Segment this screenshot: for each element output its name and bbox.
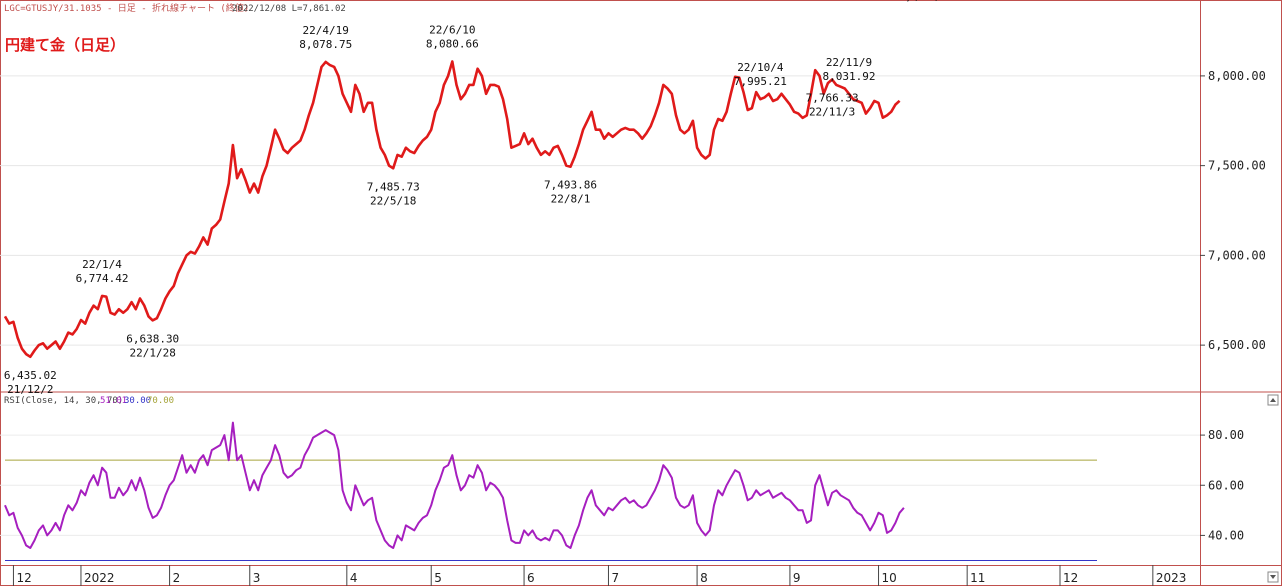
annotation-line-2: 8,031.92 xyxy=(823,70,876,83)
rsi-reference-lines xyxy=(5,459,1097,561)
annotation-line-2: 21/12/2 xyxy=(7,383,53,396)
xaxis-tick-label: 9 xyxy=(793,571,801,585)
annotation-line-2: 22/12/2 xyxy=(902,0,948,3)
rsi-value-upper: 70.00 xyxy=(147,396,174,406)
rsi-yaxis: 40.00 60.00 80.00 xyxy=(1200,428,1244,542)
xaxis-tick-label: 11 xyxy=(970,571,985,585)
xaxis: 12 2022 2 3 4 5 6 7 8 9 10 11 12 2023 xyxy=(12,565,1187,586)
annotation-line-1: 22/4/19 xyxy=(303,24,349,37)
annotation-line-1: 6,638.30 xyxy=(126,332,179,345)
rsi-tick-label: 80.00 xyxy=(1208,428,1244,442)
annotation-line-1: 7,493.86 xyxy=(544,179,597,192)
price-tick-label: 7,500.00 xyxy=(1208,159,1266,173)
annotation-line-2: 22/8/1 xyxy=(551,193,591,206)
annotation-line-1: 7,767.34 xyxy=(898,0,951,3)
xaxis-tick-label: 12 xyxy=(1063,571,1078,585)
annotation-line-1: 22/1/4 xyxy=(82,258,122,271)
xaxis-tick-label: 5 xyxy=(434,571,442,585)
rsi-gridlines xyxy=(0,434,1200,536)
rsi-value-current: 51.01 xyxy=(100,396,127,406)
price-tick-label: 8,000.00 xyxy=(1208,69,1266,83)
date-line: 2022/12/08 L=7,861.02 xyxy=(232,4,346,14)
annotation-line-2: 22/5/18 xyxy=(370,194,416,207)
rsi-series-line xyxy=(4,421,905,549)
price-tick-label: 7,000.00 xyxy=(1208,248,1266,262)
annotation-line-1: 22/11/9 xyxy=(826,56,872,69)
annotation-line-1: 7,766.33 xyxy=(806,91,859,104)
annotation-line-2: 22/11/3 xyxy=(809,105,855,118)
xaxis-tick-label: 12 xyxy=(16,571,31,585)
xaxis-tick-label: 7 xyxy=(611,571,619,585)
annotation-line-2: 6,774.42 xyxy=(76,272,129,285)
arrow-down-icon xyxy=(1270,575,1276,579)
xaxis-tick-label: 8 xyxy=(700,571,708,585)
symbol-line: LGC=GTUSJY/31.1035 - 日足 - 折れ線チャート (終値) xyxy=(4,2,249,14)
annotation-line-1: 22/10/4 xyxy=(737,61,784,74)
scroll-down-button[interactable] xyxy=(1267,571,1279,583)
price-yaxis: 6,500.00 7,000.00 7,500.00 8,000.00 xyxy=(1200,69,1266,352)
rsi-tick-label: 40.00 xyxy=(1208,528,1244,542)
scroll-up-button[interactable] xyxy=(1267,394,1279,406)
xaxis-tick-label: 3 xyxy=(253,571,261,585)
price-gridlines xyxy=(0,75,1200,346)
xaxis-tick-label: 4 xyxy=(350,571,358,585)
xaxis-tick-label: 2 xyxy=(173,571,181,585)
price-series-line xyxy=(3,60,901,359)
annotation-line-1: 22/6/10 xyxy=(429,24,475,37)
xaxis-tick-label: 6 xyxy=(527,571,535,585)
rsi-label: RSI(Close, 14, 30, 70) xyxy=(4,396,123,406)
chart-title: 円建て金（日足） xyxy=(5,36,125,54)
xaxis-tick-label: 2023 xyxy=(1156,571,1187,585)
annotation-line-2: 7,995.21 xyxy=(734,75,787,88)
xaxis-tick-label: 2022 xyxy=(84,571,115,585)
arrow-up-icon xyxy=(1270,398,1276,402)
price-annotations: 6,435.0221/12/222/1/46,774.426,638.3022/… xyxy=(4,0,952,396)
annotation-line-1: 6,435.02 xyxy=(4,369,57,382)
rsi-tick-label: 60.00 xyxy=(1208,478,1244,492)
annotation-line-1: 7,485.73 xyxy=(367,180,420,193)
xaxis-tick-label: 10 xyxy=(882,571,897,585)
price-tick-label: 6,500.00 xyxy=(1208,338,1266,352)
annotation-line-2: 22/1/28 xyxy=(130,346,176,359)
rsi-value-lower: 30.00 xyxy=(124,396,151,406)
annotation-line-2: 8,080.66 xyxy=(426,38,479,51)
annotation-line-2: 8,078.75 xyxy=(299,38,352,51)
panel-divider xyxy=(0,391,1282,393)
